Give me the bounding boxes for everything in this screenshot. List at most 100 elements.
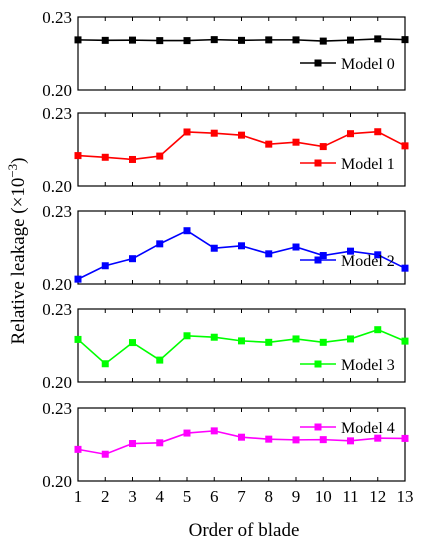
data-point [74, 152, 82, 160]
data-point [265, 36, 273, 44]
data-point [347, 437, 354, 445]
data-point [129, 339, 136, 347]
data-point [347, 36, 354, 44]
data-point [210, 36, 218, 44]
data-point [238, 131, 245, 139]
legend-marker [314, 159, 322, 167]
x-axis-title: Order of blade [189, 520, 300, 541]
data-point [347, 335, 354, 343]
data-point [74, 275, 82, 283]
data-point [156, 356, 164, 364]
legend: Model 2 [300, 253, 395, 270]
legend-marker [314, 360, 322, 368]
data-point [74, 36, 82, 44]
data-point [374, 128, 382, 136]
x-tick-label: 8 [265, 487, 274, 506]
data-point [292, 335, 300, 343]
y-tick-label: 0.23 [42, 8, 72, 27]
data-point [210, 333, 218, 341]
data-point [210, 244, 218, 252]
panel-frame [77, 16, 406, 91]
data-point [210, 129, 218, 137]
data-point [374, 434, 382, 442]
data-point [129, 36, 136, 44]
data-point [374, 326, 382, 334]
x-tick-label: 2 [101, 487, 110, 506]
data-point [210, 427, 218, 435]
data-point [292, 138, 300, 146]
data-point [374, 35, 382, 43]
data-point [238, 337, 245, 345]
x-tick-label: 13 [397, 487, 414, 506]
data-point [292, 436, 300, 444]
y-axis-title: Relative leakage (×10−3) [5, 157, 29, 344]
y-tick-label: 0.20 [42, 472, 72, 491]
panel-frame [77, 407, 406, 482]
y-tick-label: 0.20 [42, 177, 72, 196]
data-point [183, 128, 191, 136]
data-point [183, 37, 191, 45]
x-tick-label: 5 [183, 487, 192, 506]
data-point [129, 255, 136, 263]
legend-label: Model 3 [341, 357, 395, 374]
panel-frame [77, 112, 406, 187]
x-tick-label: 12 [369, 487, 386, 506]
data-point [265, 140, 273, 148]
x-tick-label: 3 [128, 487, 137, 506]
legend-label: Model 2 [341, 253, 395, 270]
panel-4: 0.20 0.23 Model 4 [42, 399, 409, 491]
data-point [319, 143, 327, 151]
chart-panels: 0.20 0.23 Model 0 0.20 0.23 Model 1 0.20 0.23 Mo… [42, 8, 409, 491]
legend: Model 0 [300, 56, 395, 73]
data-point [156, 439, 164, 447]
legend-marker [314, 423, 322, 431]
x-tick-label: 10 [315, 487, 332, 506]
y-tick-label: 0.23 [42, 202, 72, 221]
data-point [292, 243, 300, 251]
legend: Model 1 [300, 156, 395, 173]
y-tick-label: 0.20 [42, 81, 72, 100]
panel-2: 0.20 0.23 Model 2 [42, 202, 409, 294]
legend-label: Model 0 [341, 56, 395, 73]
data-point [347, 130, 354, 138]
data-point [101, 262, 109, 270]
x-tick-label: 6 [210, 487, 219, 506]
legend: Model 3 [300, 357, 395, 374]
data-point [183, 332, 191, 340]
x-tick-label: 4 [156, 487, 165, 506]
legend-label: Model 1 [341, 156, 395, 173]
data-point [401, 434, 409, 442]
data-point [238, 433, 245, 441]
data-point [319, 252, 327, 260]
data-point [401, 264, 409, 272]
legend-marker [314, 59, 322, 67]
y-axis-title-main: Relative leakage (×10 [8, 178, 29, 345]
data-point [101, 153, 109, 161]
x-tick-label: 7 [237, 487, 246, 506]
data-point [183, 227, 191, 235]
panel-0: 0.20 0.23 Model 0 [42, 8, 409, 100]
data-point [347, 247, 354, 255]
data-point [129, 155, 136, 163]
y-axis-title-close: ) [8, 157, 29, 163]
y-tick-label: 0.23 [42, 104, 72, 123]
x-tick-label: 1 [74, 487, 83, 506]
data-point [374, 251, 382, 259]
data-point [156, 37, 164, 45]
data-point [183, 429, 191, 437]
data-point [265, 338, 273, 346]
data-point [401, 337, 409, 345]
data-point [319, 436, 327, 444]
data-point [101, 36, 109, 44]
x-tick-label: 9 [292, 487, 301, 506]
data-point [156, 152, 164, 160]
data-point [238, 36, 245, 44]
data-point [156, 240, 164, 248]
data-point [129, 440, 136, 448]
data-point [319, 37, 327, 45]
data-point [101, 360, 109, 368]
legend: Model 4 [300, 420, 395, 437]
data-point [265, 250, 273, 258]
legend-marker [314, 256, 322, 264]
